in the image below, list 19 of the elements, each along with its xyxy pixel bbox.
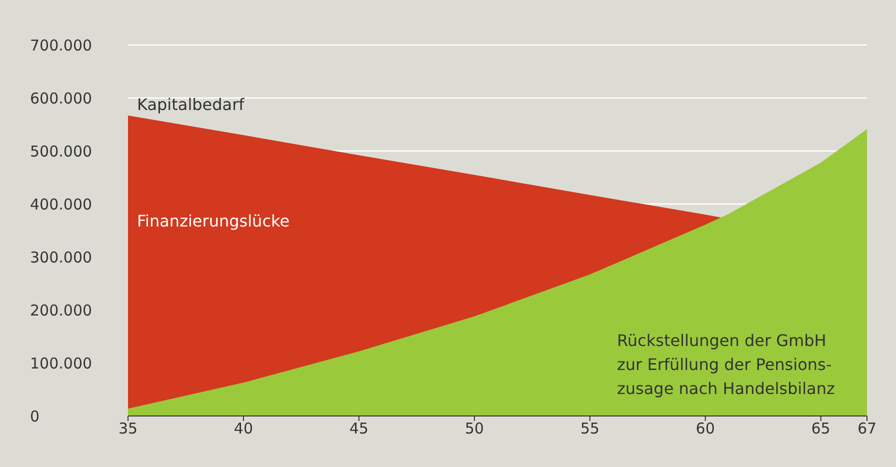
x-tick-label: 60 (696, 420, 715, 438)
y-tick-label: 700.000 (30, 36, 92, 54)
x-tick-label: 55 (580, 420, 600, 438)
x-tick-label: 45 (349, 420, 368, 438)
y-tick-label: 100.000 (30, 354, 92, 372)
y-tick-label: 200.000 (30, 301, 92, 320)
series-label: Rückstellungen der GmbH zur Erfüllung der Pensions- zusage nach Handelsbilanz (617, 331, 835, 398)
x-tick-label: 35 (118, 420, 138, 438)
x-tick-label: 40 (234, 420, 254, 438)
y-tick-label: 500.000 (30, 142, 92, 160)
annotation: Finanzierungslücke (137, 212, 290, 230)
x-tick-label: 67 (857, 420, 877, 438)
y-tick-label: 600.000 (30, 89, 92, 108)
y-tick-label: 0 (30, 407, 40, 426)
x-tick-label: 65 (811, 420, 830, 438)
y-tick-label: 400.000 (30, 195, 92, 214)
y-tick-label: 300.000 (30, 248, 92, 266)
x-tick-label: 50 (464, 420, 484, 438)
series-label: Kapitalbedarf (137, 95, 245, 114)
